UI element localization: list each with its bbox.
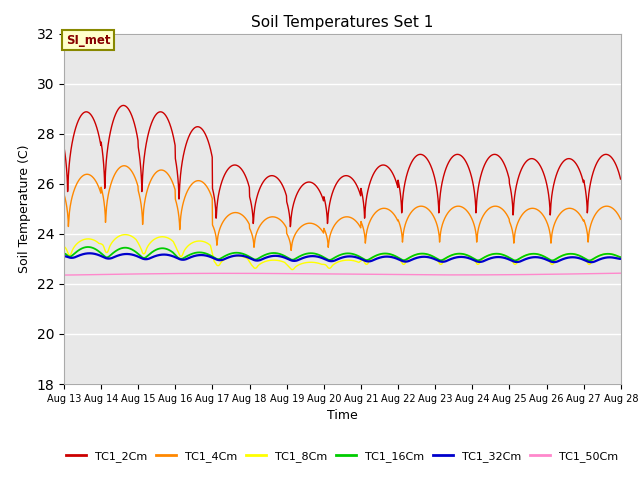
TC1_50Cm [568, 271, 575, 277]
Line: TC1_16Cm: TC1_16Cm [64, 247, 621, 261]
Line: TC1_8Cm: TC1_8Cm [64, 235, 621, 270]
TC1_2Cm [617, 176, 625, 182]
Legend: TC1_2Cm, TC1_4Cm, TC1_8Cm, TC1_16Cm, TC1_32Cm, TC1_50Cm: TC1_2Cm, TC1_4Cm, TC1_8Cm, TC1_16Cm, TC1… [62, 446, 623, 466]
TC1_2Cm [504, 173, 512, 179]
TC1_32Cm [617, 256, 625, 262]
TC1_16Cm [84, 244, 92, 250]
TC1_4Cm [568, 206, 575, 212]
TC1_32Cm [371, 257, 378, 263]
TC1_50Cm [583, 271, 591, 276]
TC1_50Cm [215, 270, 223, 276]
TC1_32Cm [60, 253, 68, 259]
TC1_16Cm [504, 254, 512, 260]
TC1_32Cm [568, 254, 575, 260]
TC1_4Cm [287, 248, 295, 253]
TC1_4Cm [216, 227, 223, 233]
TC1_4Cm [371, 210, 379, 216]
TC1_32Cm [583, 258, 591, 264]
TC1_8Cm [122, 232, 129, 238]
X-axis label: Time: Time [327, 409, 358, 422]
TC1_2Cm [287, 224, 294, 229]
TC1_4Cm [617, 216, 625, 222]
Line: TC1_32Cm: TC1_32Cm [64, 253, 621, 262]
TC1_16Cm [583, 257, 591, 263]
TC1_2Cm [371, 168, 379, 174]
TC1_8Cm [371, 253, 379, 259]
TC1_4Cm [60, 191, 68, 197]
Line: TC1_2Cm: TC1_2Cm [64, 106, 621, 227]
Y-axis label: Soil Temperature (C): Soil Temperature (C) [18, 144, 31, 273]
TC1_4Cm [504, 215, 512, 220]
TC1_8Cm [617, 254, 625, 260]
TC1_2Cm [568, 156, 575, 162]
TC1_8Cm [289, 267, 296, 273]
TC1_2Cm [216, 188, 223, 193]
Line: TC1_4Cm: TC1_4Cm [64, 166, 621, 251]
TC1_50Cm [60, 272, 68, 278]
TC1_4Cm [359, 224, 367, 229]
Line: TC1_50Cm: TC1_50Cm [64, 273, 621, 275]
TC1_32Cm [216, 257, 223, 263]
TC1_50Cm [617, 270, 625, 276]
TC1_50Cm [358, 272, 366, 277]
TC1_16Cm [60, 251, 68, 256]
TC1_32Cm [358, 257, 366, 263]
TC1_2Cm [359, 194, 367, 200]
TC1_16Cm [617, 254, 625, 260]
TC1_16Cm [586, 258, 593, 264]
TC1_32Cm [588, 259, 595, 265]
TC1_16Cm [371, 253, 378, 259]
TC1_8Cm [504, 254, 512, 260]
TC1_16Cm [358, 255, 366, 261]
TC1_32Cm [86, 251, 93, 256]
TC1_2Cm [120, 103, 127, 108]
TC1_8Cm [60, 244, 68, 250]
TC1_32Cm [504, 256, 512, 262]
TC1_8Cm [359, 257, 367, 263]
TC1_4Cm [120, 163, 128, 168]
TC1_2Cm [584, 210, 591, 216]
Text: SI_met: SI_met [66, 34, 110, 47]
Title: Soil Temperatures Set 1: Soil Temperatures Set 1 [252, 15, 433, 30]
TC1_16Cm [216, 256, 223, 262]
TC1_8Cm [216, 262, 223, 268]
TC1_8Cm [568, 251, 575, 257]
TC1_50Cm [371, 272, 378, 277]
TC1_8Cm [584, 260, 591, 265]
TC1_50Cm [504, 272, 512, 277]
TC1_4Cm [584, 230, 591, 236]
TC1_2Cm [60, 144, 68, 150]
TC1_16Cm [568, 251, 575, 257]
